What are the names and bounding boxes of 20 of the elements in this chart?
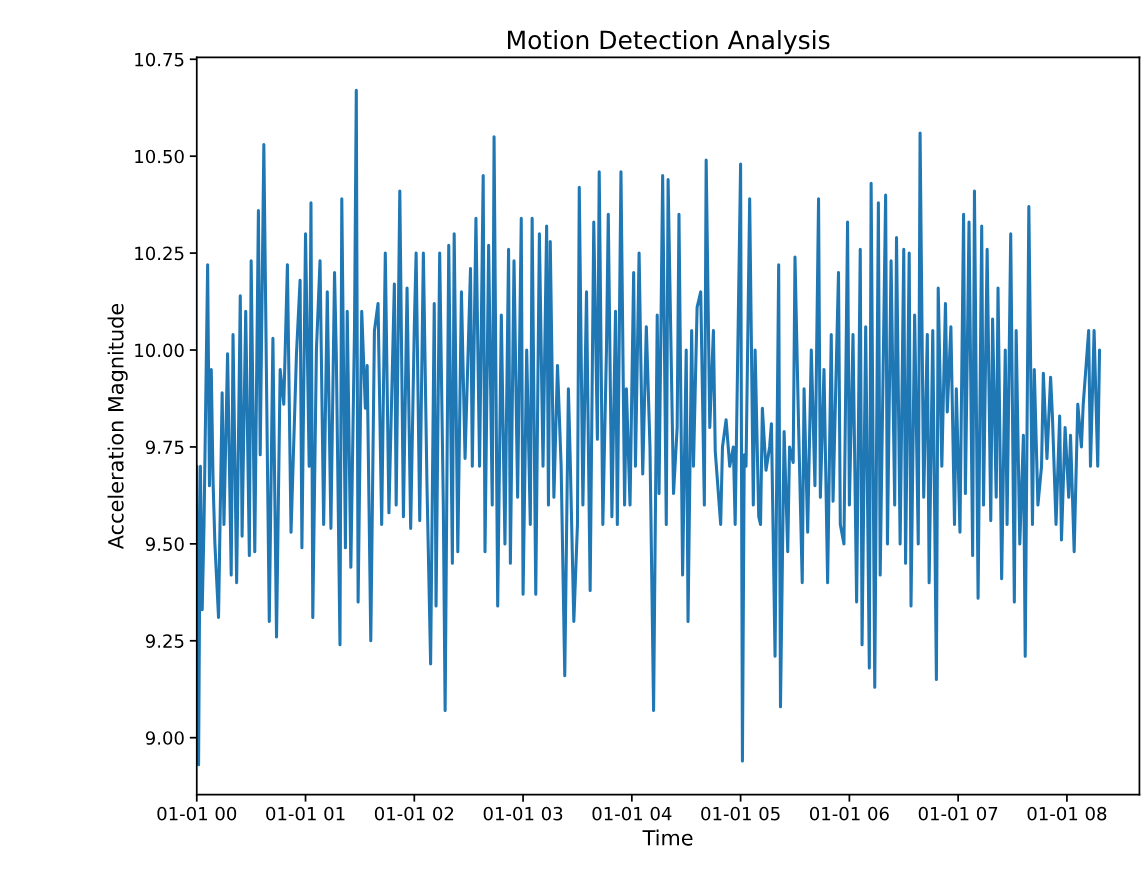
x-axis-title: Time (642, 829, 693, 846)
x-tick-label: 01-01 05 (701, 806, 780, 821)
x-tick-label: 01-01 04 (592, 806, 672, 821)
y-tick-label: 10.50 (135, 149, 184, 164)
chart-title: Motion Detection Analysis (508, 30, 830, 55)
x-tick-label: 01-01 06 (809, 806, 889, 821)
x-tick-label: 01-01 00 (157, 806, 237, 821)
x-tick-label: 01-01 01 (266, 806, 345, 821)
y-tick-label: 10.75 (135, 52, 184, 67)
y-tick-label: 10.25 (135, 246, 184, 261)
x-tick-label: 01-01 07 (918, 806, 998, 821)
y-axis-title: Acceleration Magnitude (107, 303, 128, 550)
x-tick-label: 01-01 08 (1027, 806, 1107, 821)
x-tick-label: 01-01 02 (374, 806, 454, 821)
y-tick-label: 10.00 (135, 343, 184, 358)
x-tick-label: 01-01 03 (483, 806, 563, 821)
y-tick-label: 9.75 (145, 440, 184, 455)
y-tick-label: 9.50 (145, 537, 184, 551)
y-tick-label: 9.25 (145, 634, 184, 648)
y-tick-label: 9.00 (145, 731, 184, 745)
